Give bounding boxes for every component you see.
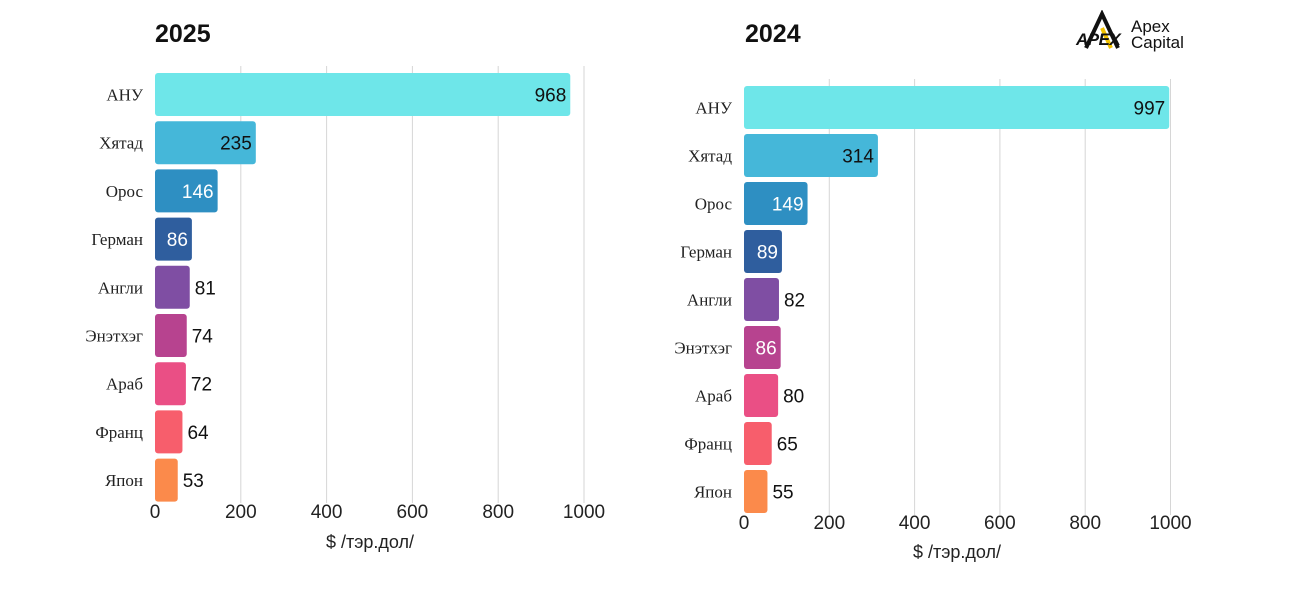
- category-label: Орос: [695, 195, 733, 214]
- x-axis-label: $ /тэр.дол/: [913, 542, 1001, 562]
- apex-triangle-icon: [1084, 10, 1120, 49]
- bar: [744, 422, 772, 465]
- x-tick-label: 0: [739, 513, 750, 534]
- value-label: 235: [220, 134, 252, 155]
- category-label: АНУ: [695, 99, 733, 118]
- bar: [155, 314, 187, 357]
- category-label: Энэтхэг: [674, 339, 732, 358]
- bar: [155, 410, 183, 454]
- category-label: Япон: [105, 471, 143, 490]
- apex-capital-logo: APEX Apex Capital: [1076, 10, 1206, 54]
- x-tick-label: 200: [813, 513, 845, 534]
- value-label: 89: [757, 243, 778, 264]
- x-tick-label: 400: [899, 513, 931, 534]
- logo-line1: Apex: [1131, 17, 1170, 36]
- bar: [744, 134, 878, 177]
- category-label: Япон: [694, 483, 732, 502]
- category-label: АНУ: [106, 86, 144, 105]
- bar-chart-2025: 0 200 400 600 800 1000 $ /тэр.дол/АНУ 968 Хятад 2…: [85, 66, 605, 552]
- logo-line2: Capital: [1131, 33, 1184, 52]
- bar: [155, 362, 186, 406]
- category-label: Орос: [106, 182, 144, 201]
- category-label: Герман: [91, 230, 143, 249]
- category-label: Франц: [684, 435, 732, 454]
- x-tick-label: 0: [150, 502, 161, 523]
- bar: [744, 374, 779, 417]
- x-tick-label: 1000: [563, 502, 605, 523]
- bar: [744, 86, 1170, 129]
- value-label: 968: [535, 86, 567, 107]
- category-label: Франц: [95, 423, 143, 442]
- x-tick-label: 400: [311, 502, 343, 523]
- bar: [744, 278, 779, 321]
- value-label: 55: [772, 483, 793, 504]
- bar: [744, 470, 768, 513]
- value-label: 146: [182, 182, 214, 203]
- value-label: 80: [783, 387, 804, 408]
- x-tick-label: 1000: [1149, 513, 1191, 534]
- value-label: 81: [195, 278, 216, 299]
- category-label: Герман: [680, 243, 732, 262]
- chart-title-2025: 2025: [155, 20, 211, 48]
- bar: [155, 458, 178, 502]
- value-label: 997: [1134, 99, 1166, 120]
- value-label: 149: [772, 195, 804, 216]
- value-label: 86: [167, 230, 188, 251]
- bar: [155, 121, 256, 165]
- bar: [744, 326, 781, 369]
- value-label: 64: [187, 423, 209, 444]
- x-tick-label: 600: [984, 513, 1016, 534]
- bar: [744, 230, 782, 273]
- value-label: 65: [777, 435, 798, 456]
- bar: [155, 169, 218, 213]
- value-label: 72: [191, 375, 212, 396]
- bar: [744, 182, 808, 225]
- value-label: 82: [784, 291, 805, 312]
- x-tick-label: 600: [397, 502, 429, 523]
- category-label: Англи: [687, 291, 732, 310]
- bar: [155, 265, 190, 309]
- category-label: Англи: [98, 278, 143, 297]
- logo-mark: APEX: [1076, 30, 1121, 49]
- value-label: 86: [756, 339, 777, 360]
- category-label: Хятад: [688, 147, 732, 166]
- category-label: Энэтхэг: [85, 327, 143, 346]
- bar: [155, 217, 192, 261]
- category-label: Хятад: [99, 134, 143, 153]
- bar: [155, 73, 571, 116]
- value-label: 74: [192, 327, 214, 348]
- value-label: 53: [183, 471, 204, 492]
- category-label: Араб: [106, 375, 143, 394]
- category-label: Араб: [695, 387, 732, 406]
- x-tick-label: 800: [482, 502, 514, 523]
- x-tick-label: 800: [1069, 513, 1101, 534]
- x-tick-label: 200: [225, 502, 257, 523]
- value-label: 314: [842, 147, 874, 168]
- x-axis-label: $ /тэр.дол/: [326, 532, 414, 552]
- chart-title-2024: 2024: [745, 20, 801, 48]
